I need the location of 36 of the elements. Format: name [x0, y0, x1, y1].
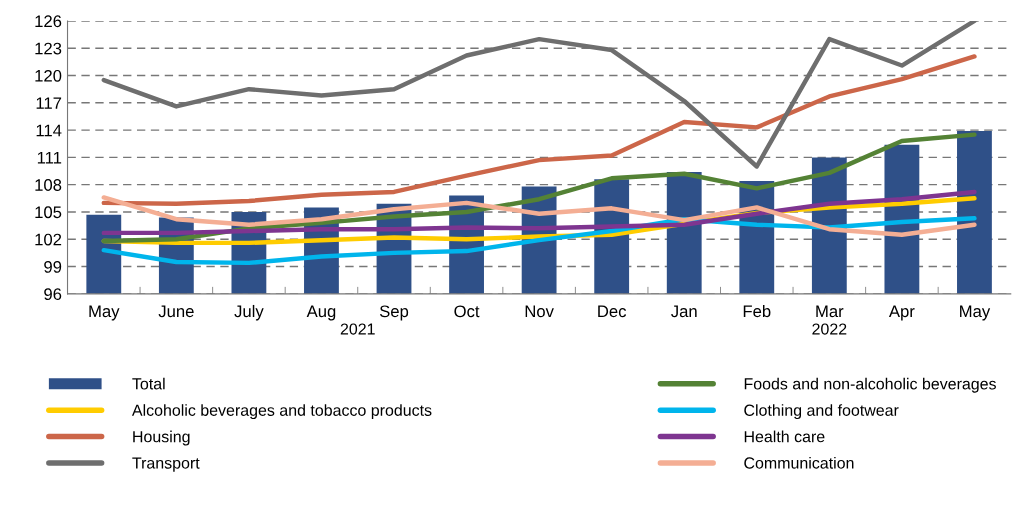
- x-tick-label: June: [158, 305, 194, 318]
- y-tick-label: 114: [36, 124, 62, 137]
- y-tick-label: 120: [35, 69, 62, 82]
- legend-label: Alcoholic beverages and tobacco products: [131, 404, 432, 420]
- y-tick-label: 105: [35, 206, 62, 219]
- line-series: [101, 54, 977, 206]
- x-tick-label: Feb: [743, 304, 771, 318]
- x-tick-label: Mar: [816, 305, 844, 318]
- legend-label: Transport: [132, 457, 200, 472]
- x-tick-label: Nov: [525, 305, 554, 318]
- y-tick-label: 111: [37, 151, 62, 164]
- legend-label: Housing: [133, 430, 190, 446]
- y-tick-label: 117: [36, 97, 62, 109]
- x-tick-label: Jan: [671, 305, 697, 318]
- x-tick-label: May: [960, 305, 991, 321]
- y-tick-label: 108: [35, 179, 62, 191]
- y-tick-label: 102: [35, 233, 62, 246]
- x-tick-label: Oct: [454, 305, 480, 318]
- text: 2022: [812, 323, 847, 335]
- y-tick-label: 126: [35, 15, 62, 28]
- x-tick-label: May: [89, 305, 120, 321]
- line-series: [101, 132, 977, 244]
- legend-label: Foods and non-alcoholic beverages: [744, 377, 996, 393]
- x-tick-label: Sep: [379, 305, 409, 321]
- legend-label: Clothing and footwear: [744, 404, 899, 420]
- x-tick-label: Dec: [598, 305, 627, 318]
- x-tick-label: Aug: [306, 305, 336, 321]
- y-tick-label: 99: [44, 260, 62, 273]
- legend-label: Health care: [744, 430, 825, 443]
- x-tick-label: July: [234, 304, 264, 321]
- x-tick-label: Apr: [888, 305, 915, 321]
- text: 2021: [340, 323, 375, 335]
- y-tick-label: 123: [35, 42, 62, 55]
- y-tick-label: 96: [44, 288, 62, 301]
- legend-label: Communication: [744, 456, 854, 469]
- legend-label: Total: [132, 377, 165, 390]
